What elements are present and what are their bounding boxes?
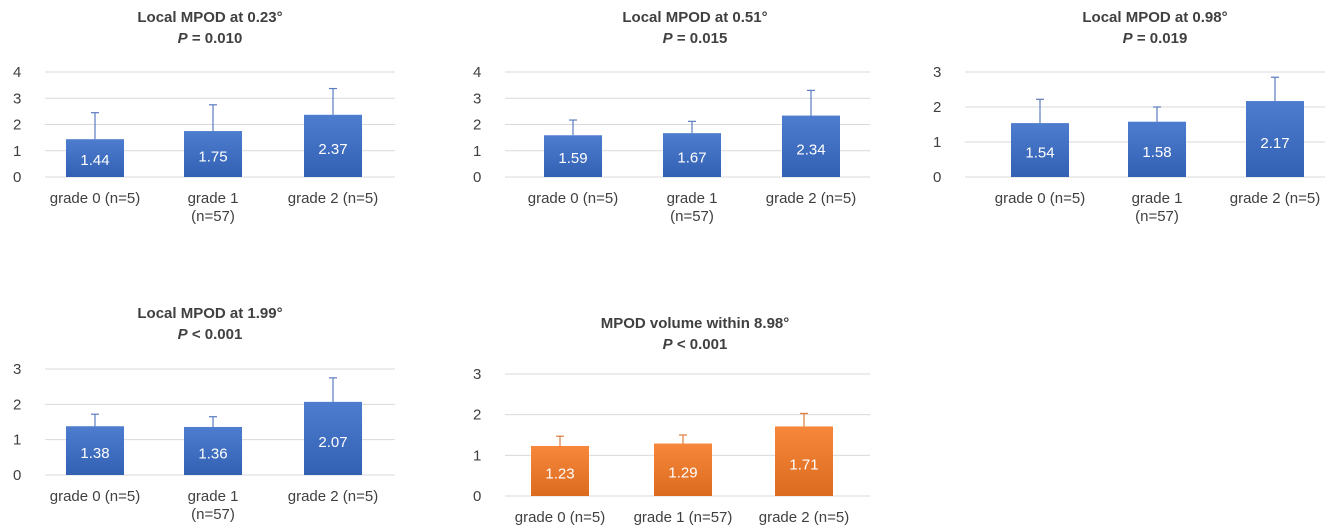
chart-svg-1: Local MPOD at 0.23° P = 0.010 0 1 2 3 4 1.44 gra… xyxy=(13,9,395,225)
y-tick-label: 1 xyxy=(13,432,21,449)
x-category-label: grade 0 (n=5) xyxy=(528,190,618,207)
data-label: 1.75 xyxy=(198,148,227,165)
bar xyxy=(1011,123,1069,177)
bar xyxy=(184,131,242,177)
chart-p-value: P = 0.015 xyxy=(663,30,728,47)
bar xyxy=(184,426,242,475)
chart-svg-2: Local MPOD at 0.51° P = 0.015 0 1 2 3 4 1.59 gra… xyxy=(473,9,870,225)
x-category-label: grade 1 xyxy=(188,488,239,505)
chart-svg-3: Local MPOD at 0.98° P = 0.019 0 1 2 3 1.54 grad… xyxy=(933,9,1325,225)
y-tick-label: 4 xyxy=(13,64,21,81)
data-label: 1.58 xyxy=(1142,144,1171,161)
y-tick-label: 2 xyxy=(473,407,481,424)
y-tick-label: 0 xyxy=(933,169,941,186)
y-tick-label: 0 xyxy=(473,169,481,186)
bar xyxy=(775,426,833,496)
chart-panel-5: MPOD volume within 8.98° P < 0.001 0 1 2 3 1.2… xyxy=(460,290,880,529)
chart-panel-4: Local MPOD at 1.99° P < 0.001 0 1 2 3 1.38 grad… xyxy=(0,290,400,529)
chart-p-value: P = 0.019 xyxy=(1123,30,1188,47)
x-category-label: grade 2 (n=5) xyxy=(759,509,849,526)
bar xyxy=(304,114,362,177)
x-category-label: grade 0 (n=5) xyxy=(995,190,1085,207)
data-label: 1.36 xyxy=(198,445,227,462)
x-category-label: grade 1 xyxy=(188,190,239,207)
data-label: 1.67 xyxy=(677,149,706,166)
bar xyxy=(304,401,362,475)
x-category-label: grade 0 (n=5) xyxy=(50,190,140,207)
chart-p-value: P < 0.001 xyxy=(663,336,728,353)
chart-svg-4: Local MPOD at 1.99° P < 0.001 0 1 2 3 1.38 grad… xyxy=(13,305,395,523)
chart-title: Local MPOD at 0.23° xyxy=(137,9,282,26)
data-label: 1.29 xyxy=(668,464,697,481)
data-label: 2.34 xyxy=(796,141,825,158)
chart-title: MPOD volume within 8.98° xyxy=(601,315,790,332)
bar xyxy=(654,443,712,496)
y-tick-label: 0 xyxy=(13,467,21,484)
chart-p-value: P < 0.001 xyxy=(178,326,243,343)
x-category-label: (n=57) xyxy=(1135,208,1179,225)
x-category-label: grade 2 (n=5) xyxy=(288,488,378,505)
x-category-label: grade 1 (n=57) xyxy=(634,509,733,526)
y-tick-label: 2 xyxy=(473,117,481,134)
y-tick-label: 3 xyxy=(473,90,481,107)
data-label: 1.38 xyxy=(80,445,109,462)
x-category-label: (n=57) xyxy=(670,208,714,225)
x-category-label: grade 0 (n=5) xyxy=(515,509,605,526)
data-label: 1.71 xyxy=(789,457,818,474)
y-tick-label: 1 xyxy=(933,134,941,151)
chart-title: Local MPOD at 1.99° xyxy=(137,305,282,322)
x-category-label: grade 0 (n=5) xyxy=(50,488,140,505)
x-category-label: grade 2 (n=5) xyxy=(288,190,378,207)
data-label: 2.37 xyxy=(318,141,347,158)
data-label: 1.23 xyxy=(545,465,574,482)
bar xyxy=(663,133,721,177)
bar xyxy=(66,426,124,475)
y-tick-label: 3 xyxy=(473,366,481,383)
data-label: 1.54 xyxy=(1025,145,1054,162)
x-category-label: grade 2 (n=5) xyxy=(766,190,856,207)
y-tick-label: 0 xyxy=(13,169,21,186)
bar xyxy=(1128,121,1186,177)
bar xyxy=(66,139,124,177)
chart-p-value: P = 0.010 xyxy=(178,30,243,47)
chart-title: Local MPOD at 0.98° xyxy=(1082,9,1227,26)
y-tick-label: 3 xyxy=(13,361,21,378)
x-category-label: (n=57) xyxy=(191,506,235,523)
y-tick-label: 2 xyxy=(933,99,941,116)
chart-panel-2: Local MPOD at 0.51° P = 0.015 0 1 2 3 4 1.59 gra… xyxy=(460,0,880,250)
y-tick-label: 0 xyxy=(473,488,481,505)
bar xyxy=(531,445,589,496)
y-tick-label: 4 xyxy=(473,64,481,81)
data-label: 2.17 xyxy=(1260,135,1289,152)
y-tick-label: 3 xyxy=(13,90,21,107)
x-category-label: (n=57) xyxy=(191,208,235,225)
bar xyxy=(544,135,602,177)
chart-svg-5: MPOD volume within 8.98° P < 0.001 0 1 2 3 1.2… xyxy=(473,315,870,526)
x-category-label: grade 2 (n=5) xyxy=(1230,190,1320,207)
x-category-label: grade 1 xyxy=(667,190,718,207)
y-tick-label: 1 xyxy=(473,143,481,160)
bar xyxy=(782,115,840,177)
chart-title: Local MPOD at 0.51° xyxy=(622,9,767,26)
data-label: 1.59 xyxy=(558,150,587,167)
chart-panel-1: Local MPOD at 0.23° P = 0.010 0 1 2 3 4 1.44 gra… xyxy=(0,0,400,250)
y-tick-label: 1 xyxy=(13,143,21,160)
y-tick-label: 1 xyxy=(473,447,481,464)
chart-panel-3: Local MPOD at 0.98° P = 0.019 0 1 2 3 1.54 grad… xyxy=(920,0,1332,250)
x-category-label: grade 1 xyxy=(1132,190,1183,207)
bar xyxy=(1246,101,1304,177)
data-label: 1.44 xyxy=(80,152,109,169)
y-tick-label: 3 xyxy=(933,64,941,81)
data-label: 2.07 xyxy=(318,434,347,451)
y-tick-label: 2 xyxy=(13,117,21,134)
y-tick-label: 2 xyxy=(13,396,21,413)
